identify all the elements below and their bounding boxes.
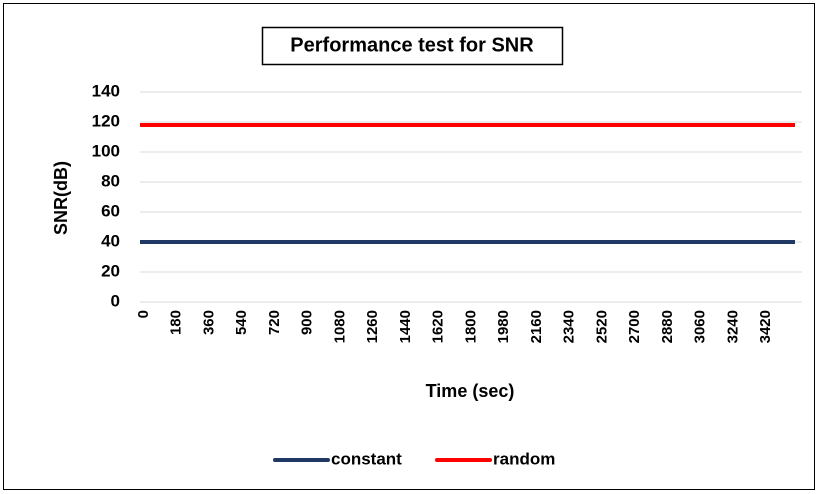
x-axis-title: Time (sec) [426, 381, 515, 401]
x-tick-label: 540 [233, 310, 250, 335]
x-tick-label: 1800 [462, 310, 479, 343]
x-tick-label: 1620 [430, 310, 447, 343]
x-tick-label: 180 [168, 310, 185, 335]
x-tick-label: 3240 [724, 310, 741, 343]
x-tick-label: 2880 [659, 310, 676, 343]
x-tick-label: 2340 [561, 310, 578, 343]
x-tick-label: 720 [266, 310, 283, 335]
chart-title: Performance test for SNR [290, 34, 534, 56]
x-tick-label: 2700 [626, 310, 643, 343]
y-tick-label: 20 [101, 261, 120, 280]
y-tick-label: 60 [101, 201, 120, 220]
y-tick-label: 80 [101, 171, 120, 190]
x-tick-label: 3060 [692, 310, 709, 343]
x-tick-label: 1080 [331, 310, 348, 343]
title-box [261, 26, 564, 66]
x-tick-label: 2160 [528, 310, 545, 343]
chart-border [3, 3, 815, 490]
x-tick-label: 3420 [757, 310, 774, 343]
y-tick-label: 0 [111, 291, 120, 310]
x-tick-label: 900 [299, 310, 316, 335]
legend-label: constant [331, 449, 402, 468]
y-tick-label: 120 [92, 111, 120, 130]
x-tick-label: 1260 [364, 310, 381, 343]
x-tick-label: 2520 [593, 310, 610, 343]
x-tick-label: 0 [135, 310, 152, 318]
x-tick-label: 1980 [495, 310, 512, 343]
y-tick-label: 40 [101, 231, 120, 250]
legend-label: random [493, 449, 555, 468]
x-tick-label: 360 [200, 310, 217, 335]
y-axis-title: SNR(dB) [51, 161, 71, 235]
y-tick-label: 140 [92, 81, 120, 100]
y-tick-label: 100 [92, 141, 120, 160]
x-tick-label: 1440 [397, 310, 414, 343]
